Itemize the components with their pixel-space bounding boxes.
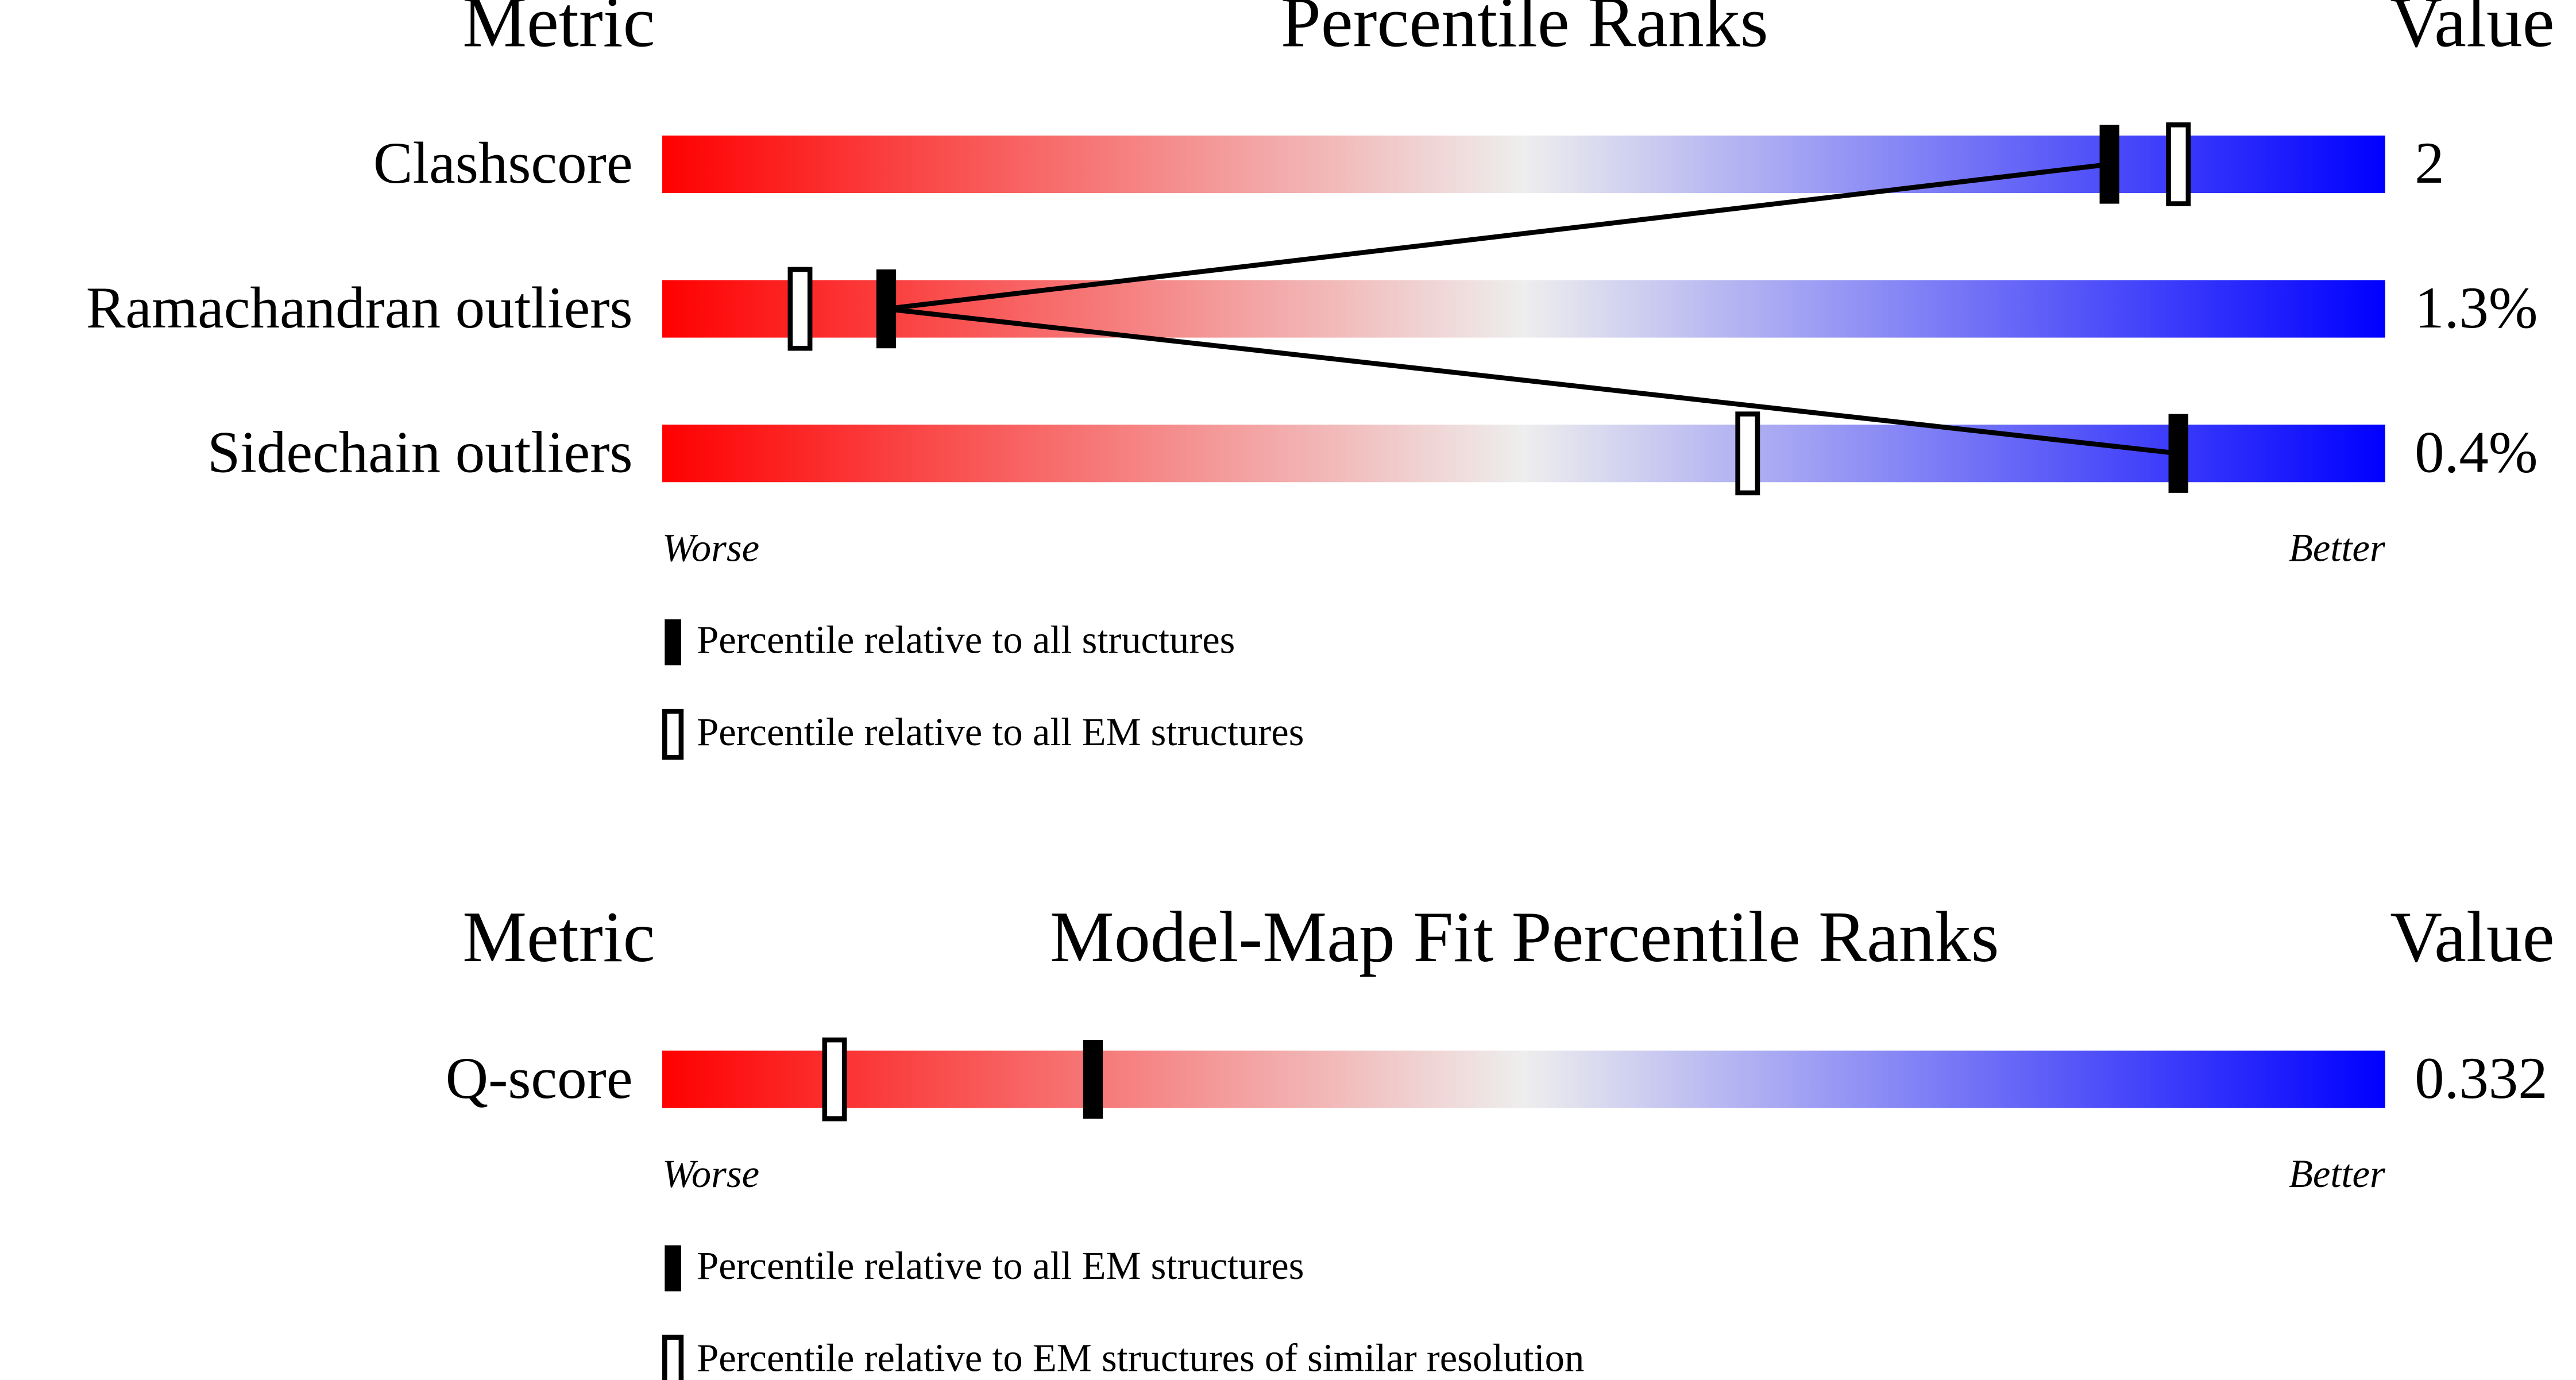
metric-label: Sidechain outliers	[207, 419, 632, 485]
metric-label: Clashscore	[373, 130, 633, 196]
legend-marker	[662, 1335, 684, 1380]
percentile-marker-hollow	[2166, 122, 2191, 206]
metric-value: 0.332	[2415, 1046, 2548, 1111]
percentile-marker-hollow	[822, 1037, 847, 1121]
legend-label: Percentile relative to all EM structures	[697, 710, 1304, 754]
header-value: Value	[2390, 0, 2554, 62]
legend-marker	[662, 708, 684, 760]
header-title: Percentile Ranks	[1281, 0, 1768, 62]
percentile-bar	[662, 135, 2385, 193]
percentile-marker	[876, 269, 897, 349]
metric-value: 1.3%	[2415, 275, 2538, 341]
percentile-marker	[1083, 1040, 1103, 1119]
percentile-marker	[2099, 125, 2119, 204]
metric-value: 0.4%	[2415, 419, 2538, 485]
percentile-marker-hollow	[787, 267, 813, 351]
percentile-bar	[662, 1050, 2385, 1108]
percentile-bar	[662, 280, 2385, 338]
worse-label: Worse	[662, 1152, 759, 1196]
metric-label: Ramachandran outliers	[86, 275, 633, 341]
better-label: Better	[2289, 1152, 2385, 1196]
percentile-marker-hollow	[1735, 411, 1760, 496]
percentile-marker	[2168, 414, 2188, 493]
header-metric: Metric	[462, 897, 655, 977]
header-metric: Metric	[462, 0, 655, 62]
legend-label: Percentile relative to all structures	[697, 618, 1235, 662]
better-label: Better	[2289, 526, 2385, 570]
legend-marker	[665, 1245, 681, 1292]
header-title: Model-Map Fit Percentile Ranks	[1050, 897, 1999, 977]
metric-value: 2	[2415, 130, 2444, 196]
legend-label: Percentile relative to EM structures of …	[697, 1336, 1584, 1379]
legend-marker	[665, 619, 681, 666]
header-value: Value	[2390, 897, 2554, 977]
legend-label: Percentile relative to all EM structures	[697, 1244, 1304, 1288]
worse-label: Worse	[662, 526, 759, 570]
percentile-bar	[662, 425, 2385, 483]
metric-label: Q-score	[446, 1046, 633, 1111]
